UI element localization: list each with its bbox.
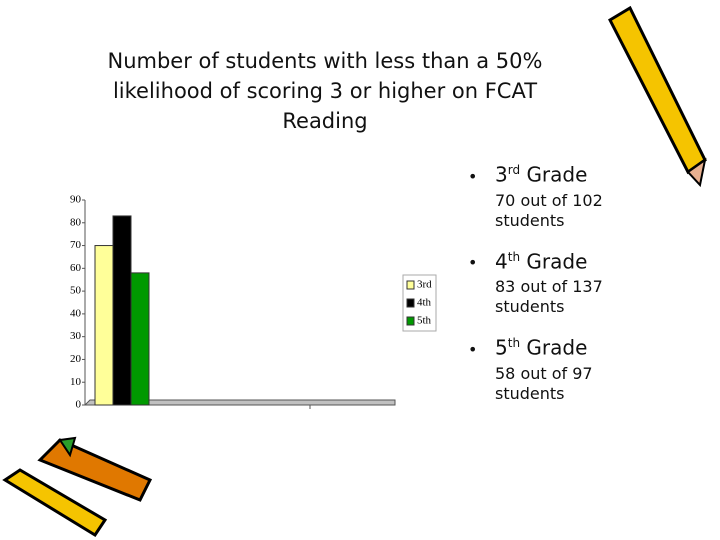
y-tick-label: 70 [70,239,82,251]
legend-label: 5th [417,315,432,327]
legend-swatch [406,316,415,326]
y-tick-label: 0 [76,399,82,411]
bullet-heading: 4th Grade [468,243,648,278]
y-tick-label: 30 [70,330,82,342]
y-tick-label: 40 [70,307,82,319]
bar [130,272,150,406]
y-tick-label: 80 [70,216,82,228]
y-tick-label: 60 [70,262,82,274]
grade-label: Grade [526,162,588,187]
legend-label: 4th [417,297,432,309]
grade-label: Grade [526,249,588,274]
y-tick-label: 10 [70,376,82,388]
grade-suffix: th [507,336,521,351]
legend-swatch [406,298,415,308]
grade-number: 5 [495,335,508,360]
grade-number: 3 [495,162,508,187]
slide-title: Number of students with less than a 50% … [107,49,543,133]
grade-label: Grade [526,335,588,360]
bullet-detail: 70 out of 102 students [495,190,603,230]
grade-suffix: th [507,249,521,264]
bar [94,245,114,406]
legend-label: 3rd [417,279,432,291]
pencil-decoration [2,5,707,538]
y-tick-label: 90 [70,194,82,206]
bullet-heading: 3rd Grade [468,156,648,191]
y-tick-label: 20 [70,353,82,365]
grade-number: 4 [495,249,508,274]
bullet-detail: 58 out of 97 students [495,363,593,403]
grade-suffix: rd [507,163,521,177]
y-tick-label: 50 [70,285,82,297]
bar [112,215,132,406]
bullet-detail: 83 out of 137 students [495,277,603,317]
legend-swatch [406,280,415,290]
chart-floor [83,399,396,406]
bullet-heading: 5th Grade [468,329,648,364]
